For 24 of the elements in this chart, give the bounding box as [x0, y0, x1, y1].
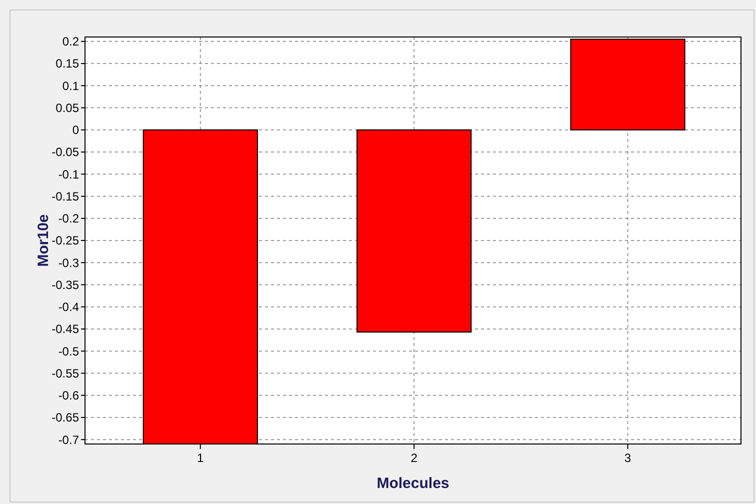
x-tick-label: 1 — [197, 451, 204, 465]
y-tick-label: -0.7 — [58, 432, 80, 447]
x-tick-label: 3 — [624, 451, 632, 465]
y-tick-label: 0.1 — [62, 78, 80, 93]
y-tick-label: -0.65 — [52, 410, 80, 425]
y-tick-label: -0.05 — [52, 145, 80, 160]
y-tick-label: -0.6 — [58, 388, 80, 403]
y-tick-label: -0.45 — [52, 322, 80, 336]
y-tick-label: -0.35 — [52, 278, 80, 292]
y-tick-label: 0.15 — [56, 56, 80, 71]
y-tick-label: -0.2 — [58, 212, 80, 226]
x-axis-title: Molecules — [376, 475, 450, 492]
y-tick-label: -0.25 — [52, 234, 80, 248]
y-tick-label: 0 — [72, 123, 80, 138]
y-tick-label: -0.1 — [58, 167, 80, 182]
y-tick-label: -0.15 — [52, 189, 80, 204]
y-axis-title: Mor10e — [35, 214, 52, 267]
x-tick-label: 2 — [410, 451, 418, 465]
y-tick-label: -0.4 — [58, 300, 80, 314]
y-tick-label: 0.05 — [56, 100, 80, 115]
y-tick-label: 0.2 — [62, 34, 80, 49]
y-tick-label: -0.5 — [58, 344, 80, 358]
y-tick-label: -0.55 — [52, 366, 80, 380]
y-tick-label: -0.3 — [58, 256, 80, 270]
